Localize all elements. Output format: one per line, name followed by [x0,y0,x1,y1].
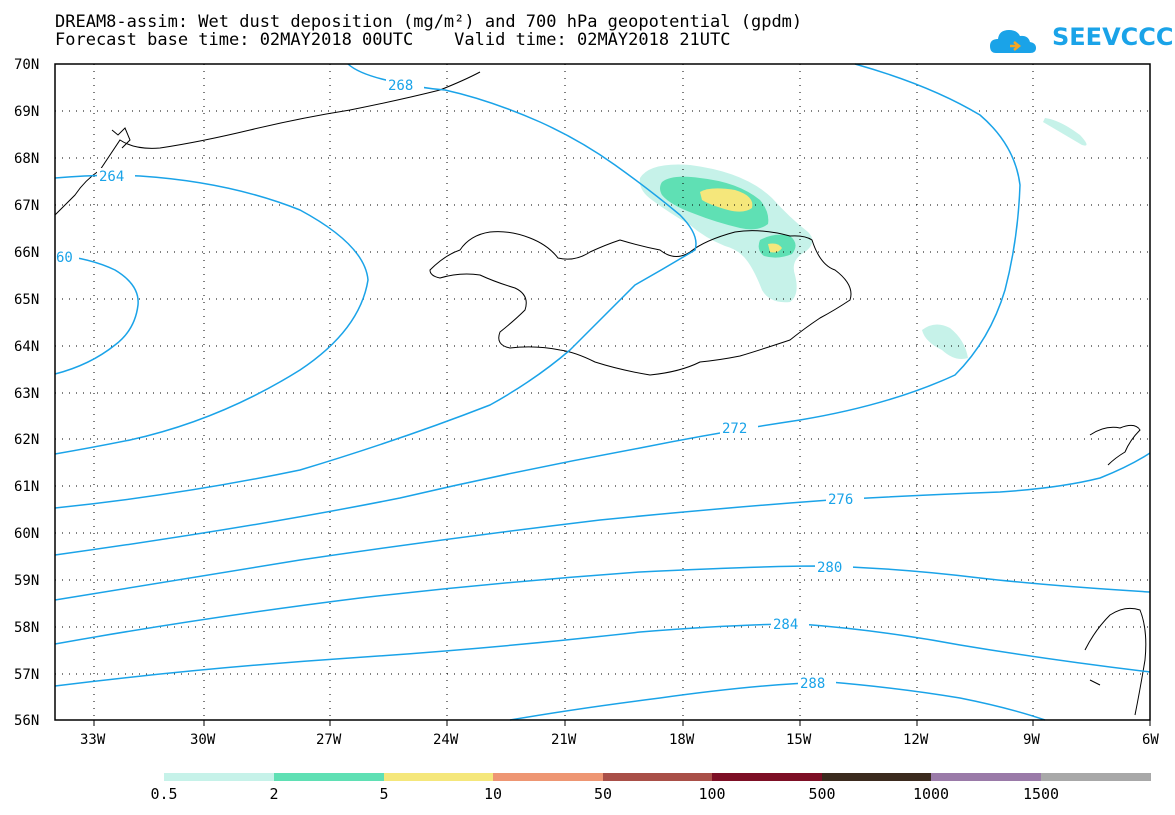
longitude-labels: 33W 30W 27W 24W 21W 18W 15W 12W 9W 6W [80,732,1159,748]
norway-coast [1089,424,1141,466]
contour-label-264: 264 [99,169,124,185]
legend-label: 2 [269,785,279,803]
legend-swatch [603,773,712,781]
lat-label: 64N [14,339,39,355]
axis-ticks [93,720,1151,726]
seevccc-logo [990,30,1036,53]
dust-deposition-areas [639,118,1087,359]
contour-labels: 268 264 60 272 276 280 284 288 [55,76,864,692]
lat-label: 59N [14,573,39,589]
legend-label: 50 [593,785,613,803]
lat-label: 56N [14,713,39,729]
lat-label: 57N [14,667,39,683]
lon-label: 30W [190,732,216,748]
contour-label-260: 60 [56,250,73,266]
contour-272 [54,63,1021,556]
lon-label: 24W [433,732,459,748]
contour-label-280: 280 [817,560,842,576]
geopotential-contours [54,63,1151,721]
lat-label: 66N [14,245,39,261]
lat-label: 67N [14,198,39,214]
lat-label: 61N [14,479,39,495]
lon-label: 6W [1142,732,1159,748]
lon-label: 33W [80,732,106,748]
lat-label: 62N [14,432,39,448]
legend-swatch [164,773,274,781]
contour-label-272: 272 [722,421,747,437]
lon-label: 18W [669,732,695,748]
map-frame [54,63,1151,721]
legend-label: 1500 [1022,785,1060,803]
contour-label-276: 276 [828,492,853,508]
graticule [55,64,1150,720]
lat-label: 58N [14,620,39,636]
coastlines [54,71,1147,716]
title-line-1: DREAM8-assim: Wet dust deposition (mg/m²… [55,12,803,32]
contour-284 [54,623,1151,687]
contour-label-288: 288 [800,676,825,692]
contour-268 [54,63,697,509]
lat-label: 65N [14,292,39,308]
scotland-coast [1084,607,1147,716]
legend-swatch [931,773,1041,781]
contour-276 [54,452,1151,601]
iceland-coast [429,230,852,376]
latitude-labels: 70N 69N 68N 67N 66N 65N 64N 63N 62N 61N … [14,57,39,729]
lon-label: 12W [903,732,929,748]
lat-label: 60N [14,526,39,542]
legend-swatch [274,773,384,781]
legend-label: 100 [698,785,726,803]
legend-label: 0.5 [150,785,178,803]
legend-label: 5 [379,785,389,803]
lon-label: 9W [1023,732,1040,748]
cloud-icon [990,30,1036,53]
lon-label: 21W [551,732,577,748]
lat-label: 63N [14,386,39,402]
contour-260 [54,254,139,375]
lon-label: 27W [316,732,342,748]
lon-label: 15W [786,732,812,748]
legend-label: 500 [808,785,836,803]
title-line-2: Forecast base time: 02MAY2018 00UTC Vali… [55,30,731,50]
logo-text: SEEVCCC [1052,23,1174,51]
contour-288 [509,681,1046,721]
contour-label-284: 284 [773,617,798,633]
lat-label: 68N [14,151,39,167]
legend-label: 1000 [912,785,950,803]
contour-264 [54,174,369,455]
legend-swatch [384,773,493,781]
contour-280 [54,565,1151,645]
legend-label: 10 [483,785,503,803]
lat-label: 69N [14,104,39,120]
contour-label-268: 268 [388,78,413,94]
legend-swatch [493,773,603,781]
legend-swatch [712,773,822,781]
legend-swatch [822,773,931,781]
lat-label: 70N [14,57,39,73]
greenland-coast [54,71,481,216]
legend-swatch [1041,773,1151,781]
